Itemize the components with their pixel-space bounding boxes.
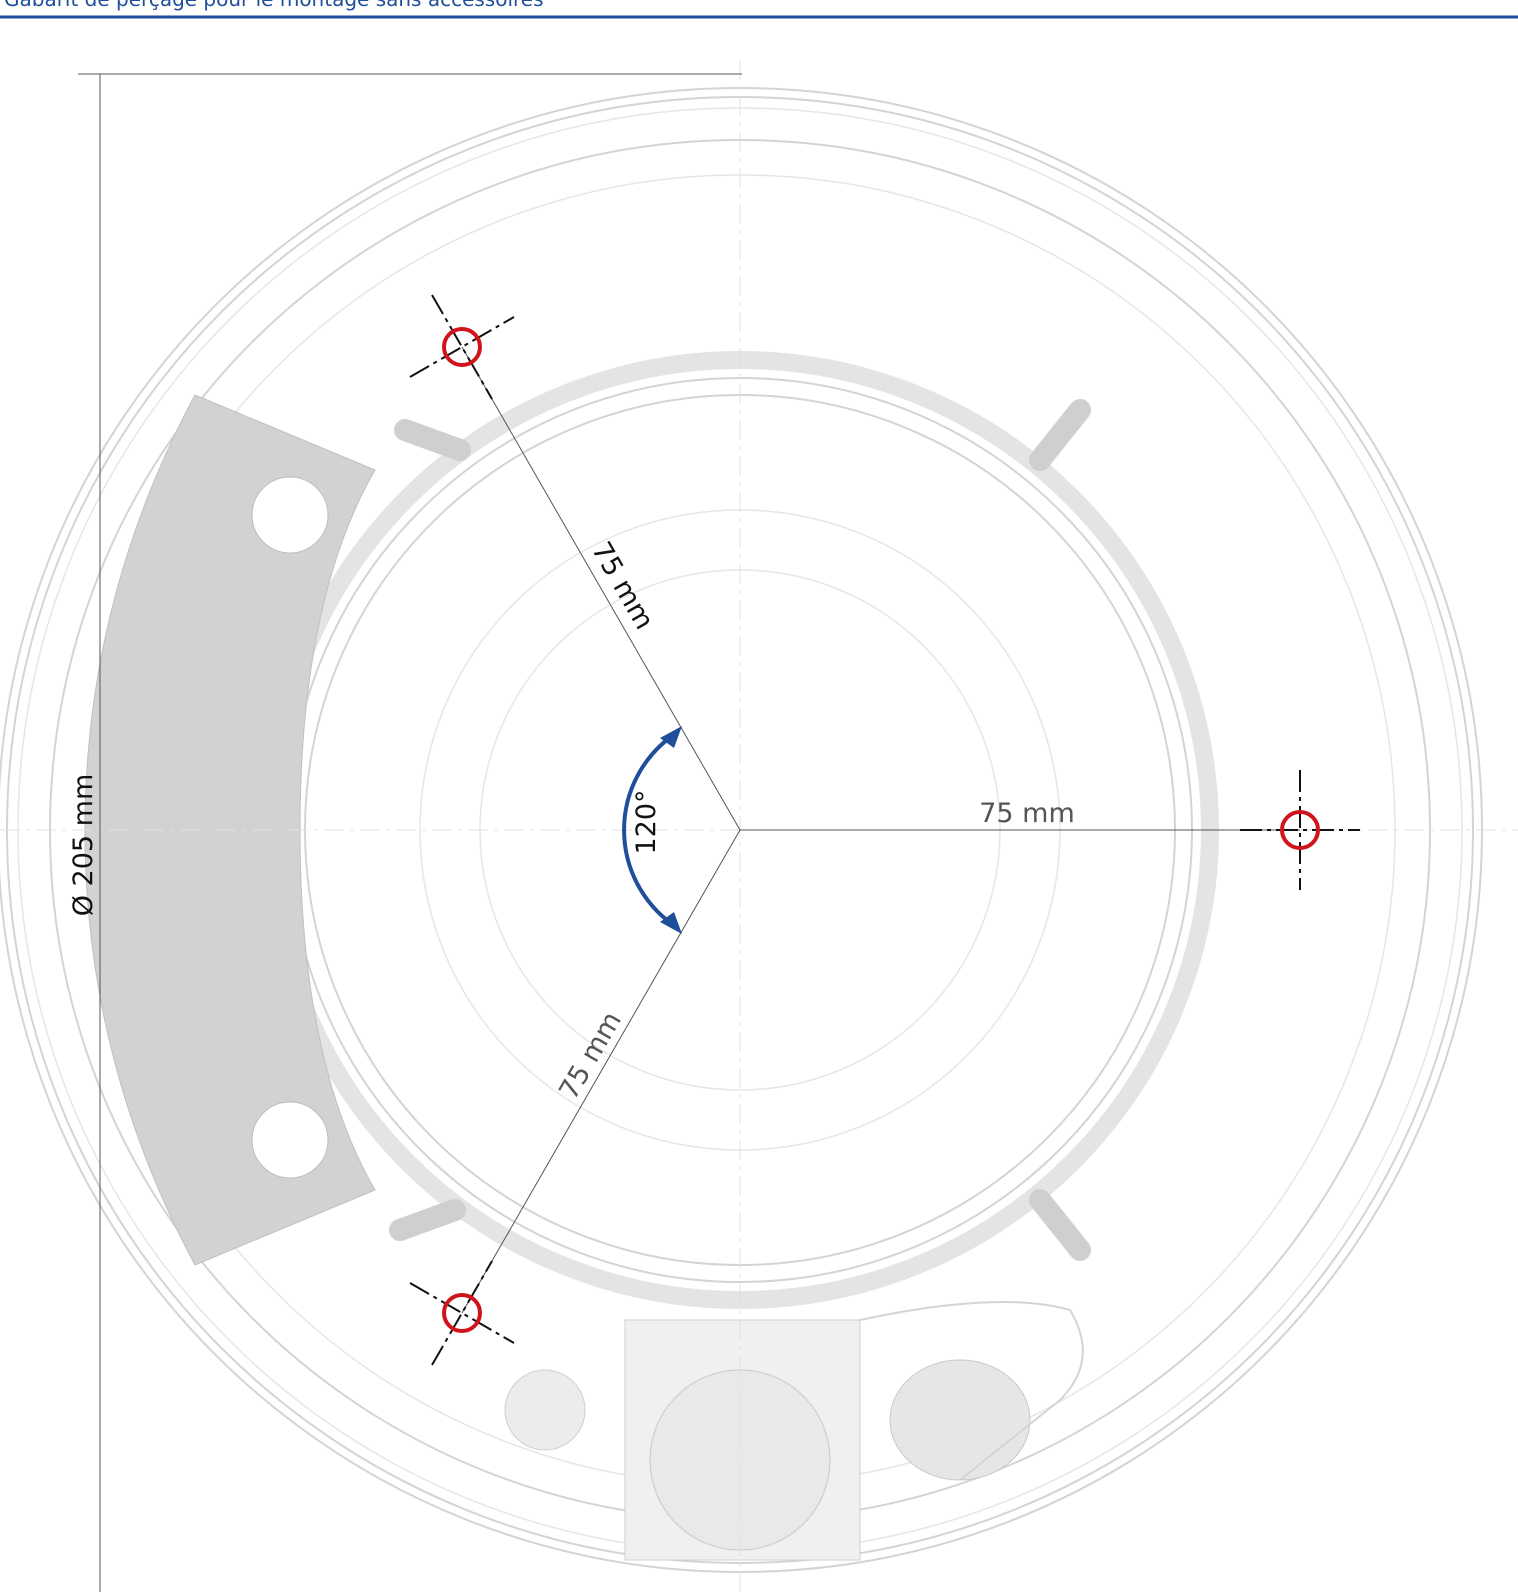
lower-radius-line	[462, 830, 740, 1313]
right-radius-label: 75 mm	[979, 798, 1075, 829]
page: Gabarit de perçage pour le montage sans …	[0, 0, 1518, 1592]
housing	[0, 60, 1518, 1592]
angle-label: 120°	[631, 789, 662, 854]
diameter-label: Ø 205 mm	[68, 774, 99, 917]
header-title: Gabarit de perçage pour le montage sans …	[4, 0, 544, 11]
drilling-template: Gabarit de perçage pour le montage sans …	[0, 0, 1518, 1592]
upper-radius-label: 75 mm	[585, 537, 660, 635]
upper-radius-line	[462, 347, 740, 830]
